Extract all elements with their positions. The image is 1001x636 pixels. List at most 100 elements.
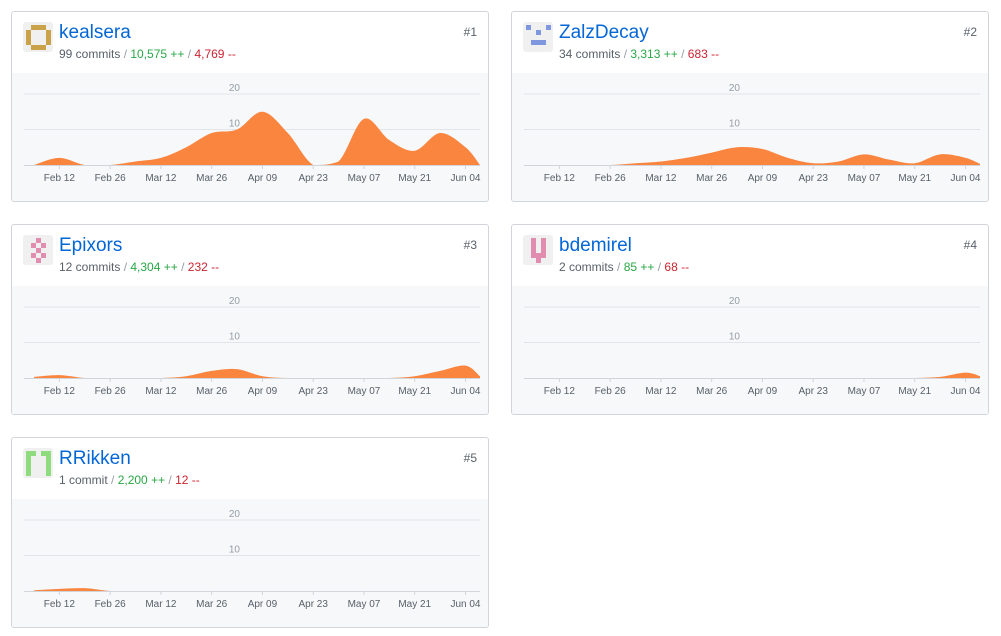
y-tick-label: 10 [229, 119, 241, 130]
x-tick-label: Feb 26 [595, 173, 627, 184]
x-tick-label: May 07 [848, 173, 881, 184]
contributor-header: RRikken 1 commit / 2,200 ++ / 12 -- #5 [12, 438, 488, 500]
x-tick-label: Mar 12 [645, 173, 677, 184]
contributor-card: bdemirel 2 commits / 85 ++ / 68 -- #4 10 20 F… [511, 224, 989, 415]
deletions-count: 232 -- [187, 260, 220, 274]
x-tick-label: Jun 04 [950, 173, 980, 184]
x-tick-label: Feb 26 [595, 386, 627, 397]
x-tick-label: Feb 26 [95, 599, 127, 610]
contributor-header: ZalzDecay 34 commits / 3,313 ++ / 683 -- #… [512, 12, 988, 74]
deletions-count: 68 -- [664, 260, 690, 274]
y-tick-label: 20 [229, 296, 241, 307]
x-tick-label: Feb 12 [44, 386, 76, 397]
contribution-chart: 10 20 Feb 12 Feb 26 Mar 12 Mar 26 Apr 09 Apr 23… [12, 286, 488, 414]
contributor-stats: 2 commits / 85 ++ / 68 -- [559, 260, 690, 274]
contributor-rank: #1 [463, 25, 477, 39]
x-tick-label: May 21 [398, 599, 431, 610]
contributor-stats: 34 commits / 3,313 ++ / 683 -- [559, 47, 720, 61]
contributor-card: RRikken 1 commit / 2,200 ++ / 12 -- #5 10 20… [11, 437, 489, 628]
commits-count[interactable]: 2 commits [559, 260, 614, 274]
deletions-count: 12 -- [175, 473, 200, 487]
contributor-stats: 12 commits / 4,304 ++ / 232 -- [59, 260, 220, 274]
contributor-header: Epixors 12 commits / 4,304 ++ / 232 -- #3 [12, 225, 488, 287]
x-tick-label: Feb 26 [95, 386, 127, 397]
x-tick-label: Jun 04 [450, 386, 480, 397]
contributor-rank: #4 [963, 238, 977, 252]
avatar[interactable] [23, 235, 53, 265]
contributor-rank: #2 [963, 25, 977, 39]
x-tick-label: Mar 26 [196, 599, 228, 610]
contributor-username[interactable]: RRikken [59, 448, 131, 469]
contributor-card: kealsera 99 commits / 10,575 ++ / 4,769 -… [11, 11, 489, 202]
x-tick-label: Mar 12 [145, 599, 177, 610]
avatar[interactable] [523, 22, 553, 52]
x-tick-label: May 07 [848, 386, 881, 397]
x-tick-label: May 07 [348, 386, 381, 397]
contributor-username[interactable]: Epixors [59, 235, 123, 256]
x-tick-label: May 07 [348, 599, 381, 610]
deletions-count: 683 -- [687, 47, 720, 61]
commits-count[interactable]: 12 commits [59, 260, 121, 274]
additions-count: 2,200 ++ [117, 473, 166, 487]
x-tick-label: May 21 [898, 386, 931, 397]
x-tick-label: Feb 12 [544, 173, 576, 184]
contribution-chart-svg: 10 20 Feb 12 Feb 26 Mar 12 Mar 26 Apr 09 Apr 23… [524, 83, 981, 184]
contributor-stats: 1 commit / 2,200 ++ / 12 -- [59, 473, 200, 487]
x-tick-label: Apr 23 [798, 173, 828, 184]
y-tick-label: 20 [729, 83, 741, 94]
avatar[interactable] [23, 22, 53, 52]
x-tick-label: Feb 12 [544, 386, 576, 397]
x-tick-label: May 07 [348, 173, 381, 184]
x-tick-label: Feb 12 [44, 173, 76, 184]
y-tick-label: 10 [729, 119, 741, 130]
x-tick-label: Apr 23 [298, 173, 328, 184]
contributor-username[interactable]: ZalzDecay [559, 22, 649, 43]
contribution-chart-svg: 10 20 Feb 12 Feb 26 Mar 12 Mar 26 Apr 09 Apr 23… [24, 509, 481, 610]
contributor-stats: 99 commits / 10,575 ++ / 4,769 -- [59, 47, 236, 61]
x-tick-label: Mar 12 [645, 386, 677, 397]
deletions-count: 4,769 -- [194, 47, 236, 61]
x-tick-label: Apr 23 [798, 386, 828, 397]
avatar[interactable] [23, 448, 53, 478]
commits-count[interactable]: 1 commit [59, 473, 108, 487]
contributor-header: kealsera 99 commits / 10,575 ++ / 4,769 -… [12, 12, 488, 74]
contribution-chart-svg: 10 20 Feb 12 Feb 26 Mar 12 Mar 26 Apr 09 Apr 23… [24, 83, 481, 184]
contributor-username[interactable]: kealsera [59, 22, 131, 43]
y-tick-label: 10 [229, 545, 241, 556]
contribution-chart-svg: 10 20 Feb 12 Feb 26 Mar 12 Mar 26 Apr 09 Apr 23… [524, 296, 981, 397]
x-tick-label: Mar 26 [696, 386, 728, 397]
contribution-chart: 10 20 Feb 12 Feb 26 Mar 12 Mar 26 Apr 09 Apr 23… [12, 499, 488, 627]
y-tick-label: 20 [229, 83, 241, 94]
contributor-username[interactable]: bdemirel [559, 235, 632, 256]
x-tick-label: Feb 12 [44, 599, 76, 610]
x-tick-label: Mar 26 [696, 173, 728, 184]
x-tick-label: Mar 12 [145, 386, 177, 397]
additions-count: 10,575 ++ [130, 47, 185, 61]
x-tick-label: Apr 09 [748, 386, 778, 397]
commits-area [534, 147, 980, 165]
contributor-rank: #3 [463, 238, 477, 252]
commits-area [34, 365, 480, 378]
x-tick-label: Mar 26 [196, 173, 228, 184]
commits-count[interactable]: 34 commits [559, 47, 621, 61]
x-tick-label: Apr 09 [248, 599, 278, 610]
x-tick-label: Apr 23 [298, 386, 328, 397]
contributor-card: Epixors 12 commits / 4,304 ++ / 232 -- #3 1… [11, 224, 489, 415]
contributor-card: ZalzDecay 34 commits / 3,313 ++ / 683 -- #… [511, 11, 989, 202]
x-tick-label: May 21 [398, 173, 431, 184]
y-tick-label: 10 [729, 332, 741, 343]
additions-count: 4,304 ++ [130, 260, 178, 274]
y-tick-label: 10 [229, 332, 241, 343]
commits-area [534, 372, 980, 378]
x-tick-label: Jun 04 [950, 386, 980, 397]
contribution-chart: 10 20 Feb 12 Feb 26 Mar 12 Mar 26 Apr 09 Apr 23… [512, 73, 988, 201]
contribution-chart: 10 20 Feb 12 Feb 26 Mar 12 Mar 26 Apr 09 Apr 23… [12, 73, 488, 201]
contributor-header: bdemirel 2 commits / 85 ++ / 68 -- #4 [512, 225, 988, 287]
commits-count[interactable]: 99 commits [59, 47, 121, 61]
contribution-chart: 10 20 Feb 12 Feb 26 Mar 12 Mar 26 Apr 09 Apr 23… [512, 286, 988, 414]
x-tick-label: Jun 04 [450, 599, 480, 610]
avatar[interactable] [523, 235, 553, 265]
commits-area [34, 588, 480, 591]
contributor-rank: #5 [463, 451, 477, 465]
additions-count: 85 ++ [623, 260, 655, 274]
